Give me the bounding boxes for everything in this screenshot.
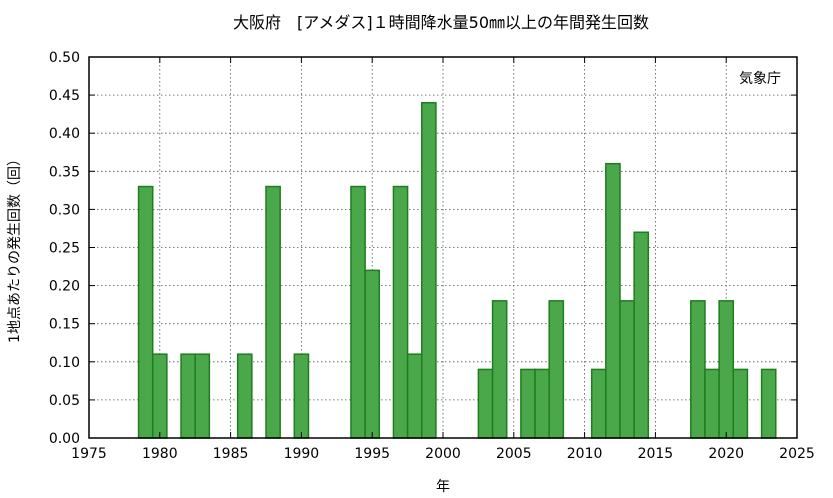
bar-2011	[590, 368, 607, 439]
bar-2018	[690, 300, 706, 439]
bar-2012	[605, 162, 621, 439]
y-tick-label: 0.35	[49, 164, 80, 180]
bar-2023	[760, 368, 777, 439]
x-tick-label: 2005	[496, 446, 532, 462]
bar-2013	[619, 300, 635, 439]
y-tick-label: 0.25	[49, 241, 80, 257]
bar-2019	[704, 368, 720, 439]
y-tick-label: 0.10	[49, 355, 80, 371]
bar-2021	[732, 368, 749, 439]
x-tick-label: 2000	[425, 446, 461, 462]
credit-label: 気象庁	[739, 71, 781, 87]
x-tick-label: 2010	[567, 446, 603, 462]
y-tick-label: 0.45	[49, 88, 80, 104]
x-axis-ticks: 1975 1980 1985 1990 1995 2000 2005 2010 2015 2020…	[71, 57, 815, 462]
bar-1980	[151, 353, 168, 439]
y-tick-label: 0.15	[49, 317, 80, 333]
y-tick-label: 0.00	[49, 431, 80, 447]
x-tick-label: 1990	[284, 446, 320, 462]
bar-1990	[293, 353, 310, 439]
x-tick-label: 2020	[708, 446, 744, 462]
bar-2008	[548, 300, 565, 439]
y-axis-ticks: 0.00 0.05 0.10 0.15 0.20 0.25 0.30 0.35 0.40 0.45…	[49, 50, 797, 447]
y-tick-label: 0.30	[49, 202, 80, 218]
bar-2003	[477, 368, 494, 439]
y-tick-label: 0.05	[49, 393, 80, 409]
x-tick-label: 1975	[71, 446, 107, 462]
x-tick-label: 2015	[638, 446, 674, 462]
y-tick-label: 0.20	[49, 279, 80, 295]
y-tick-label: 0.40	[49, 126, 80, 142]
x-tick-label: 1980	[142, 446, 178, 462]
bar-1995	[364, 269, 381, 439]
bar-2004	[491, 300, 508, 439]
bar-1998	[406, 353, 423, 439]
y-tick-label: 0.50	[49, 50, 80, 66]
bar-1999	[421, 101, 437, 439]
x-tick-label: 2025	[779, 446, 815, 462]
bar-1983	[194, 353, 211, 439]
y-axis-label: 1地点あたりの発生回数（回）	[7, 152, 23, 343]
bars-group	[137, 101, 777, 439]
bar-1982	[180, 353, 196, 439]
bar-1986	[236, 353, 253, 439]
bar-2014	[633, 231, 650, 439]
bar-1979	[137, 185, 154, 439]
chart-title: 大阪府 [アメダス]１時間降水量50㎜以上の年間発生回数	[233, 13, 649, 32]
bar-1997	[392, 185, 409, 439]
bar-1988	[265, 185, 281, 439]
bar-1994	[350, 185, 366, 439]
x-axis-label: 年	[436, 479, 450, 495]
x-tick-label: 1995	[354, 446, 390, 462]
bar-2006	[520, 368, 536, 439]
bar-2020	[718, 300, 735, 439]
bar-2007	[534, 368, 550, 439]
x-tick-label: 1985	[213, 446, 249, 462]
